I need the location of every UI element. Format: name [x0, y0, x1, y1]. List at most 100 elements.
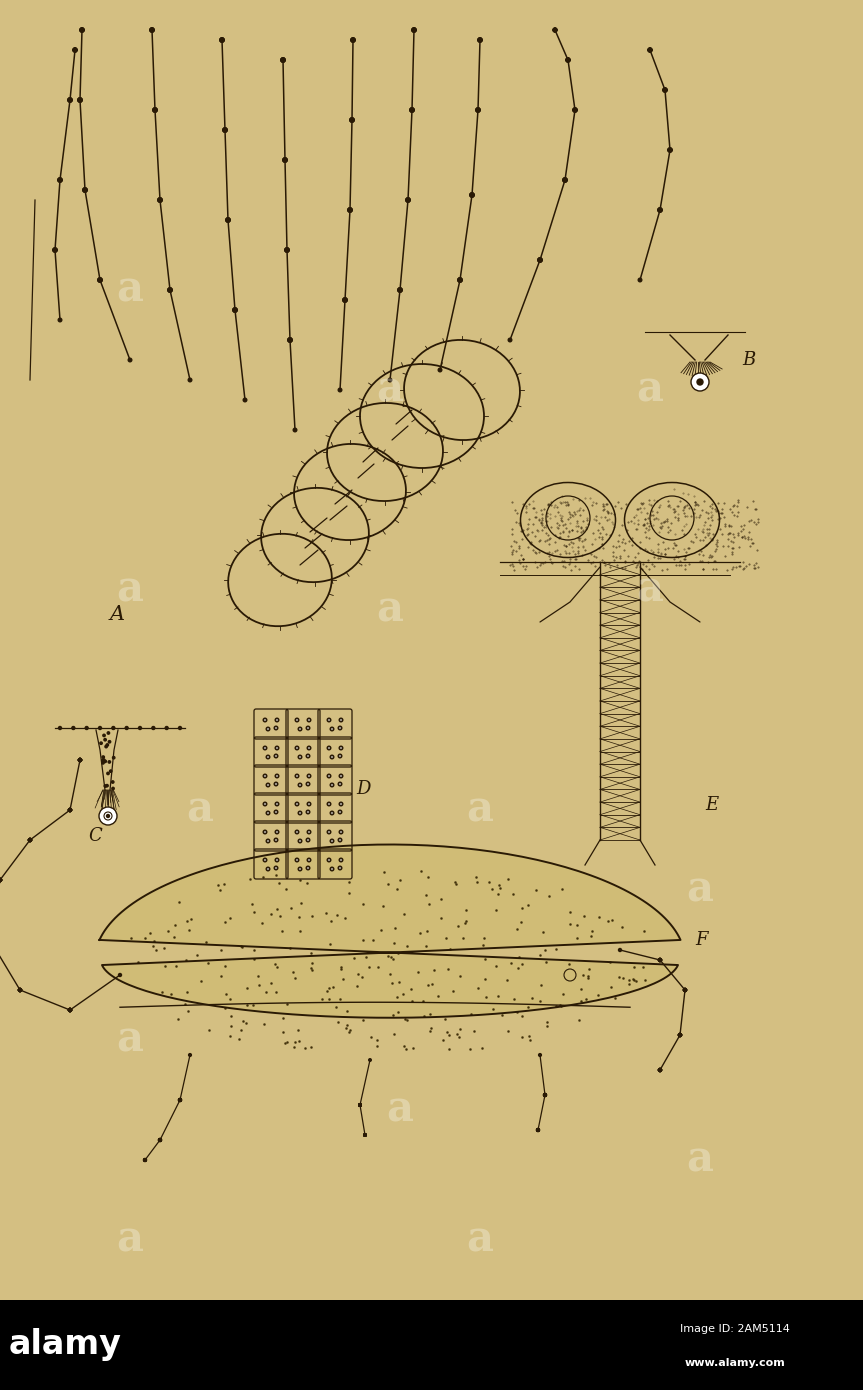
Circle shape — [413, 28, 416, 32]
Text: a: a — [467, 1219, 494, 1261]
Circle shape — [224, 128, 227, 132]
Circle shape — [103, 759, 105, 762]
Circle shape — [648, 49, 652, 51]
Circle shape — [413, 28, 416, 32]
Circle shape — [295, 802, 299, 806]
Circle shape — [150, 28, 154, 32]
Circle shape — [275, 746, 279, 749]
Circle shape — [663, 88, 667, 92]
Circle shape — [281, 58, 285, 61]
Circle shape — [152, 727, 154, 730]
Circle shape — [226, 218, 230, 222]
Circle shape — [158, 199, 161, 202]
Circle shape — [274, 866, 278, 870]
Circle shape — [79, 759, 81, 762]
Circle shape — [285, 249, 289, 252]
Circle shape — [351, 38, 355, 42]
Circle shape — [668, 149, 671, 152]
Circle shape — [564, 178, 567, 182]
Circle shape — [233, 309, 236, 311]
Circle shape — [158, 199, 161, 202]
Circle shape — [276, 859, 278, 860]
Circle shape — [220, 38, 224, 42]
Circle shape — [458, 278, 462, 282]
Circle shape — [478, 38, 482, 42]
Circle shape — [296, 748, 298, 749]
Circle shape — [327, 719, 331, 721]
Circle shape — [508, 338, 512, 342]
Circle shape — [564, 178, 567, 182]
Circle shape — [68, 99, 72, 101]
Circle shape — [458, 278, 462, 282]
Circle shape — [18, 988, 22, 991]
Circle shape — [83, 188, 87, 192]
Circle shape — [226, 218, 230, 222]
Circle shape — [406, 199, 410, 202]
Circle shape — [143, 1159, 147, 1162]
Circle shape — [350, 118, 354, 122]
Circle shape — [72, 727, 75, 730]
Circle shape — [470, 193, 474, 197]
Circle shape — [150, 28, 154, 32]
Circle shape — [154, 108, 157, 111]
Circle shape — [658, 1069, 662, 1072]
Circle shape — [340, 831, 342, 833]
Circle shape — [539, 259, 542, 261]
Circle shape — [283, 158, 287, 161]
Circle shape — [28, 838, 32, 841]
Circle shape — [168, 288, 172, 292]
Circle shape — [470, 193, 474, 197]
Circle shape — [343, 299, 347, 302]
Circle shape — [224, 128, 227, 132]
Circle shape — [363, 1134, 366, 1136]
Circle shape — [154, 108, 157, 111]
Circle shape — [285, 249, 289, 252]
Circle shape — [458, 278, 462, 282]
Circle shape — [406, 199, 410, 202]
Circle shape — [658, 208, 662, 211]
Circle shape — [338, 726, 342, 730]
Circle shape — [226, 218, 230, 222]
Circle shape — [683, 988, 686, 991]
Circle shape — [0, 878, 2, 881]
Circle shape — [83, 188, 87, 192]
Circle shape — [220, 38, 224, 42]
Circle shape — [478, 38, 482, 42]
Text: a: a — [376, 368, 404, 411]
Circle shape — [410, 108, 413, 111]
Circle shape — [54, 249, 57, 252]
Circle shape — [288, 338, 292, 342]
Circle shape — [668, 149, 671, 152]
Circle shape — [564, 178, 567, 182]
Circle shape — [150, 28, 154, 32]
Circle shape — [663, 88, 667, 92]
Circle shape — [363, 1134, 366, 1136]
Circle shape — [476, 108, 480, 111]
Circle shape — [339, 840, 341, 841]
Circle shape — [398, 288, 402, 292]
Circle shape — [109, 741, 110, 744]
Circle shape — [544, 1094, 546, 1097]
Circle shape — [406, 199, 410, 202]
Circle shape — [73, 49, 77, 51]
Circle shape — [478, 38, 482, 42]
Circle shape — [658, 208, 662, 211]
Circle shape — [276, 719, 278, 721]
Circle shape — [28, 838, 32, 841]
Circle shape — [343, 299, 347, 302]
Circle shape — [154, 108, 157, 111]
Circle shape — [285, 249, 289, 252]
Circle shape — [220, 38, 224, 42]
Circle shape — [343, 299, 347, 302]
Circle shape — [331, 812, 334, 815]
Circle shape — [470, 193, 474, 197]
Circle shape — [264, 803, 266, 805]
Circle shape — [299, 727, 302, 731]
Circle shape — [658, 959, 662, 962]
Circle shape — [224, 128, 227, 132]
Circle shape — [83, 188, 87, 192]
Circle shape — [343, 299, 347, 302]
Circle shape — [539, 1054, 541, 1056]
Circle shape — [658, 208, 662, 211]
Circle shape — [539, 259, 542, 261]
